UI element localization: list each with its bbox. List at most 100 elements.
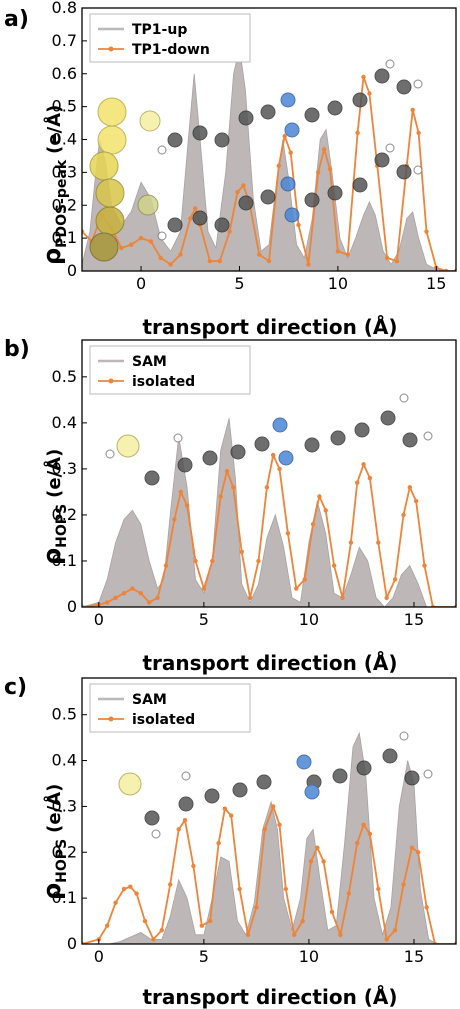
- data-point: [193, 206, 198, 211]
- data-point: [227, 229, 232, 234]
- panel-label-c: c): [4, 675, 27, 700]
- data-point: [410, 107, 415, 113]
- data-point: [392, 577, 398, 582]
- data-point: [256, 558, 261, 564]
- legend-box: [89, 345, 251, 395]
- data-point: [105, 600, 110, 605]
- data-point: [168, 262, 173, 267]
- data-point: [285, 531, 291, 536]
- data-point: [416, 130, 421, 136]
- data-point: [346, 891, 351, 896]
- data-point: [178, 252, 183, 257]
- y-tick-label: 0.3: [52, 162, 77, 181]
- x-tick-label: 0: [94, 610, 104, 629]
- data-point: [321, 147, 327, 152]
- x-axis-label-a: transport direction (Å): [142, 315, 397, 339]
- data-point: [367, 475, 373, 481]
- data-point: [271, 452, 276, 458]
- y-tick-label: 0.3: [52, 459, 77, 478]
- data-point: [208, 918, 213, 924]
- data-point: [159, 928, 164, 933]
- data-point: [407, 485, 412, 490]
- data-point: [178, 489, 183, 495]
- data-point: [384, 255, 390, 261]
- y-tick-label: 0.6: [52, 64, 77, 83]
- data-point: [184, 503, 190, 508]
- data-point: [201, 586, 207, 591]
- legend-label: isolated: [132, 712, 195, 728]
- y-axis-label-c: ρHOPS(e/Å): [38, 784, 70, 900]
- series-line-isolated: [82, 803, 456, 944]
- panel-label-b: b): [4, 337, 30, 362]
- x-tick-label: 5: [199, 610, 209, 629]
- legend-marker: [108, 716, 114, 722]
- data-point: [367, 831, 373, 837]
- data-point: [191, 863, 196, 869]
- x-axis-label-b: transport direction (Å): [142, 651, 397, 675]
- data-point: [294, 586, 299, 591]
- data-point: [329, 909, 335, 915]
- data-point: [271, 804, 276, 809]
- plot-area-a: 0 5 10 15 0 0.1 0.2 0.3 0.4 0.5 0.6 0.7 0.8 TP1-up TP1…: [52, 0, 457, 293]
- data-point: [210, 558, 215, 564]
- data-point: [355, 840, 360, 846]
- data-point: [401, 882, 406, 887]
- data-point: [158, 255, 163, 261]
- y-tick-label: 0.3: [52, 796, 77, 815]
- panel-a: a) ρPDOS-peak(e/Å) 0 5 10 15 0 0.1 0.2 0.3 0.4 0.…: [4, 0, 457, 339]
- legend-label: TP1-up: [132, 22, 187, 38]
- data-point: [335, 249, 341, 254]
- data-point: [247, 595, 253, 600]
- legend-box: [89, 683, 251, 733]
- data-point: [138, 235, 144, 241]
- legend-label: TP1-down: [132, 42, 210, 58]
- data-point: [199, 923, 204, 928]
- data-point: [376, 886, 381, 892]
- plot-frame: [81, 339, 457, 608]
- x-tick-label: 0: [94, 947, 104, 966]
- x-tick-label: 15: [404, 610, 424, 629]
- data-point: [409, 845, 415, 850]
- y-tick-label: 0.5: [52, 367, 77, 386]
- data-point: [384, 937, 389, 942]
- x-tick-label: 10: [299, 947, 319, 966]
- data-point: [310, 521, 316, 527]
- data-point: [317, 494, 322, 499]
- data-point: [308, 859, 314, 864]
- data-point: [254, 905, 259, 910]
- data-point: [331, 563, 337, 568]
- data-point: [422, 563, 427, 568]
- y-tick-label: 0.2: [52, 505, 77, 524]
- data-point: [264, 485, 270, 490]
- data-point: [113, 900, 118, 905]
- plot-frame: [81, 677, 457, 945]
- legend-label: isolated: [132, 374, 195, 390]
- y-tick-label: 0: [67, 261, 77, 280]
- data-point: [224, 469, 230, 474]
- data-point: [239, 549, 244, 554]
- data-point: [424, 905, 429, 910]
- data-point: [229, 813, 234, 818]
- data-point: [119, 245, 124, 251]
- molecule-illustration-c: [118, 731, 433, 839]
- data-point: [138, 591, 143, 596]
- x-tick-label: 10: [299, 610, 319, 629]
- data-point: [147, 600, 152, 605]
- data-point: [283, 886, 288, 892]
- data-point: [361, 822, 366, 827]
- data-point: [128, 884, 133, 889]
- data-point: [315, 845, 320, 850]
- data-point: [392, 928, 398, 933]
- data-point: [288, 150, 293, 155]
- data-point: [345, 252, 350, 257]
- y-axis-label-b: ρHOPS(e/Å): [38, 449, 70, 565]
- data-point: [207, 258, 213, 264]
- y-tick-label: 0.5: [52, 97, 77, 116]
- data-point: [172, 517, 177, 522]
- data-point: [241, 183, 246, 188]
- data-point: [237, 886, 242, 892]
- x-tick-label: 15: [404, 947, 424, 966]
- y-tick-label: 0.4: [52, 751, 77, 770]
- y-tick-label: 0.4: [52, 130, 77, 149]
